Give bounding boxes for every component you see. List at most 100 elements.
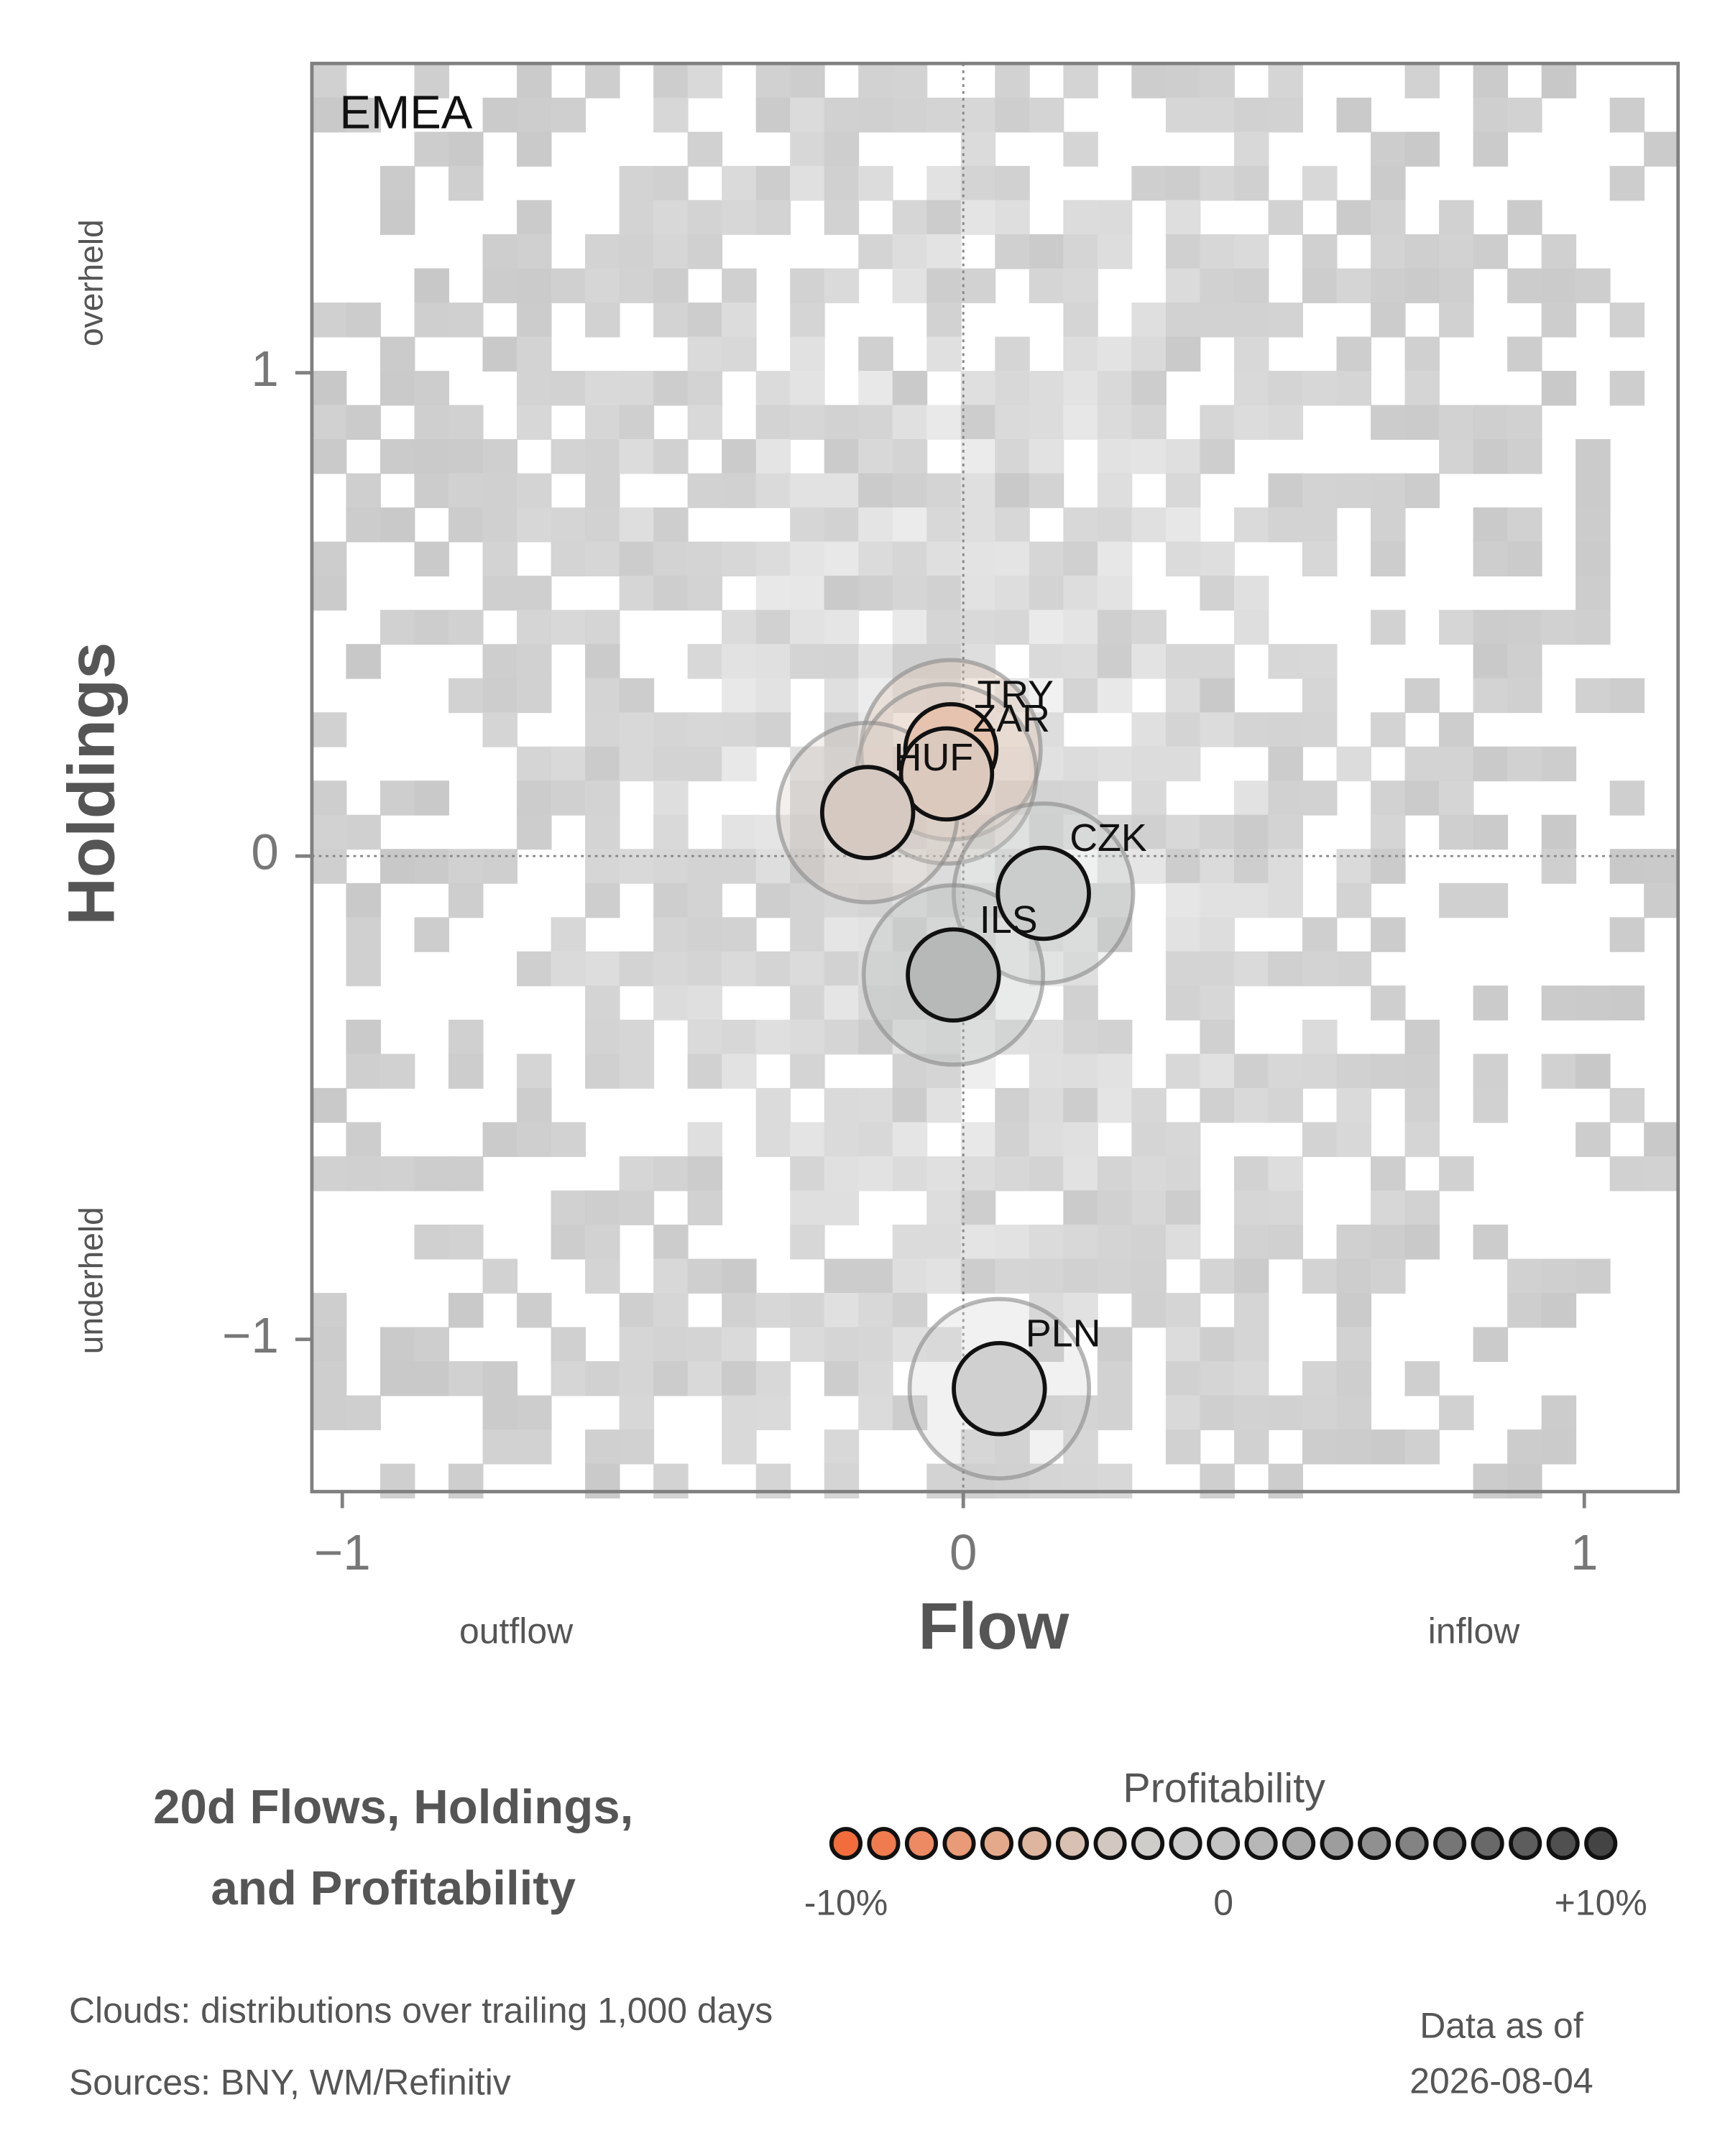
cloud-cell <box>1302 780 1338 816</box>
cloud-cell <box>619 576 655 611</box>
colorbar-swatch <box>1509 1827 1542 1861</box>
cloud-cell <box>1097 336 1133 372</box>
cloud-cell <box>653 883 689 918</box>
cloud-cell <box>1233 1225 1269 1260</box>
cloud-cell <box>1029 268 1064 303</box>
cloud-cell <box>1063 1054 1098 1089</box>
cloud-cell <box>482 507 518 543</box>
cloud-cell <box>1200 814 1235 850</box>
cloud-cell <box>1371 849 1406 884</box>
cloud-cell <box>1541 371 1577 406</box>
cloud-cell <box>755 405 791 440</box>
cloud-cell <box>1609 985 1645 1021</box>
cloud-cell <box>1439 746 1474 782</box>
cloud-cell <box>1336 200 1371 235</box>
cloud-cell <box>858 439 893 474</box>
cloud-cell <box>585 814 620 850</box>
cloud-cell <box>1097 1087 1133 1123</box>
cloud-cell <box>1233 576 1269 611</box>
cloud-cell <box>1473 985 1509 1021</box>
cloud-cell <box>585 1225 620 1260</box>
cloud-cell <box>1233 609 1269 645</box>
point <box>819 765 916 860</box>
plot-frame <box>310 61 1680 1493</box>
cloud-cell <box>414 1156 449 1192</box>
cloud-cell <box>858 1087 893 1123</box>
y-high-note: overheld <box>73 219 110 346</box>
cloud-cell <box>482 712 518 747</box>
cloud-cell <box>1268 63 1303 98</box>
cloud-cell <box>1268 1190 1303 1225</box>
cloud-cell <box>687 1019 723 1055</box>
cloud-cell <box>824 132 860 167</box>
cloud-cell <box>926 200 962 235</box>
cloud-cell <box>619 1019 655 1055</box>
cloud-cell <box>346 302 381 338</box>
cloud-cell <box>585 883 620 918</box>
cloud-cell <box>722 1054 757 1089</box>
cloud-cell <box>1302 234 1338 270</box>
cloud-cell <box>1233 951 1269 987</box>
cloud-cell <box>1063 746 1098 782</box>
cloud-cell <box>790 1327 825 1363</box>
colorbar-swatch <box>1131 1827 1165 1861</box>
cloud-cell <box>926 1225 962 1260</box>
cloud-cell <box>1029 678 1064 714</box>
cloud-cell <box>892 200 928 235</box>
cloud-cell <box>1507 541 1542 577</box>
cloud-cell <box>1439 1156 1474 1192</box>
cloud-cell <box>1473 507 1509 543</box>
cloud-cell <box>1507 507 1542 543</box>
cloud-cell <box>653 1361 689 1396</box>
cloud-cell <box>1233 234 1269 270</box>
cloud-cell <box>722 165 757 201</box>
cloud-cell <box>448 507 484 543</box>
cloud-cell <box>311 439 347 474</box>
cloud-cell <box>1097 1156 1133 1192</box>
cloud-cell <box>892 1122 928 1157</box>
cloud-cell <box>380 780 415 816</box>
cloud-cell <box>1200 951 1235 987</box>
x-high-note: inflow <box>1428 1611 1521 1651</box>
cloud-cell <box>1029 814 1064 850</box>
cloud-cell <box>1371 541 1406 577</box>
cloud-cell <box>790 814 825 850</box>
y-tick-label: 0 <box>251 824 278 880</box>
cloud-cell <box>892 405 928 440</box>
cloud-cell <box>1200 985 1235 1021</box>
cloud-cell <box>790 746 825 782</box>
cloud-cell <box>960 1258 996 1294</box>
cloud-cell <box>1609 165 1645 201</box>
cloud-cell <box>790 371 825 406</box>
cloud-cell <box>858 1258 893 1294</box>
cloud-cell <box>722 1361 757 1396</box>
cloud-cell <box>960 97 996 133</box>
cloud-cell <box>482 1122 518 1157</box>
cloud-cell <box>790 268 825 303</box>
cloud-cell <box>1131 63 1167 98</box>
cloud-cell <box>1165 917 1201 952</box>
cloud-cell <box>1371 780 1406 816</box>
cloud-cell <box>824 917 860 952</box>
cloud-cell <box>1200 405 1235 440</box>
cloud-cell <box>722 1395 757 1431</box>
cloud-cell <box>1302 165 1338 201</box>
cloud-cell <box>1063 1019 1098 1055</box>
cloud-cell <box>1371 1054 1406 1089</box>
cloud-cell <box>517 97 552 133</box>
cloud-cell <box>858 405 893 440</box>
cloud-cell <box>1097 541 1133 577</box>
cloud-cell <box>1576 678 1611 714</box>
cloud-cell <box>517 1429 552 1465</box>
cloud-cell <box>482 1258 518 1294</box>
cloud-cell <box>1644 883 1679 918</box>
cloud-cell <box>790 985 825 1021</box>
cloud-cell <box>1200 1019 1235 1055</box>
cloud-cell <box>1473 609 1509 645</box>
cloud-cell <box>790 165 825 201</box>
cloud-cell <box>482 268 518 303</box>
cloud-cell <box>1200 1087 1235 1123</box>
cloud-cell <box>960 541 996 577</box>
cloud-cell <box>1233 1087 1269 1123</box>
cloud-cell <box>755 883 791 918</box>
